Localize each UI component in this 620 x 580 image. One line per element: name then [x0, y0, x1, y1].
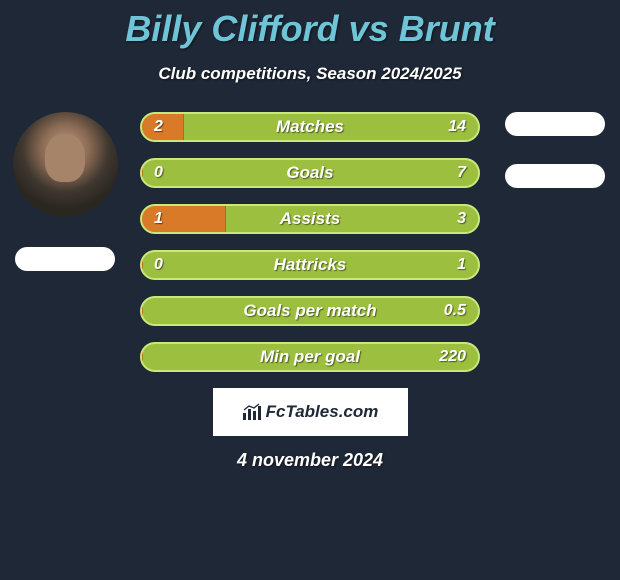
date-label: 4 november 2024 — [0, 436, 620, 471]
comparison-area: 214Matches 07Goals 13Assists 01Hattricks 0.5… — [0, 112, 620, 372]
stat-label: Goals — [142, 160, 478, 186]
logo-box: FcTables.com — [213, 388, 408, 436]
stat-bar: 0.5Goals per match — [140, 296, 480, 326]
stat-label: Goals per match — [142, 298, 478, 324]
stat-bar: 01Hattricks — [140, 250, 480, 280]
right-player-column — [495, 112, 615, 188]
stat-label: Assists — [142, 206, 478, 232]
stat-bar: 214Matches — [140, 112, 480, 142]
stat-bars: 214Matches 07Goals 13Assists 01Hattricks 0.5… — [140, 112, 480, 372]
page-title: Billy Clifford vs Brunt — [0, 0, 620, 50]
stat-label: Matches — [142, 114, 478, 140]
stat-label: Min per goal — [142, 344, 478, 370]
stat-bar: 220Min per goal — [140, 342, 480, 372]
stat-bar: 07Goals — [140, 158, 480, 188]
player-left-avatar — [13, 112, 118, 217]
logo-text: FcTables.com — [266, 402, 379, 422]
left-player-column — [5, 112, 125, 271]
page-subtitle: Club competitions, Season 2024/2025 — [0, 50, 620, 84]
chart-icon — [242, 403, 262, 421]
stat-label: Hattricks — [142, 252, 478, 278]
country-pill — [15, 247, 115, 271]
stat-bar: 13Assists — [140, 204, 480, 234]
country-pill — [505, 164, 605, 188]
country-pill — [505, 112, 605, 136]
